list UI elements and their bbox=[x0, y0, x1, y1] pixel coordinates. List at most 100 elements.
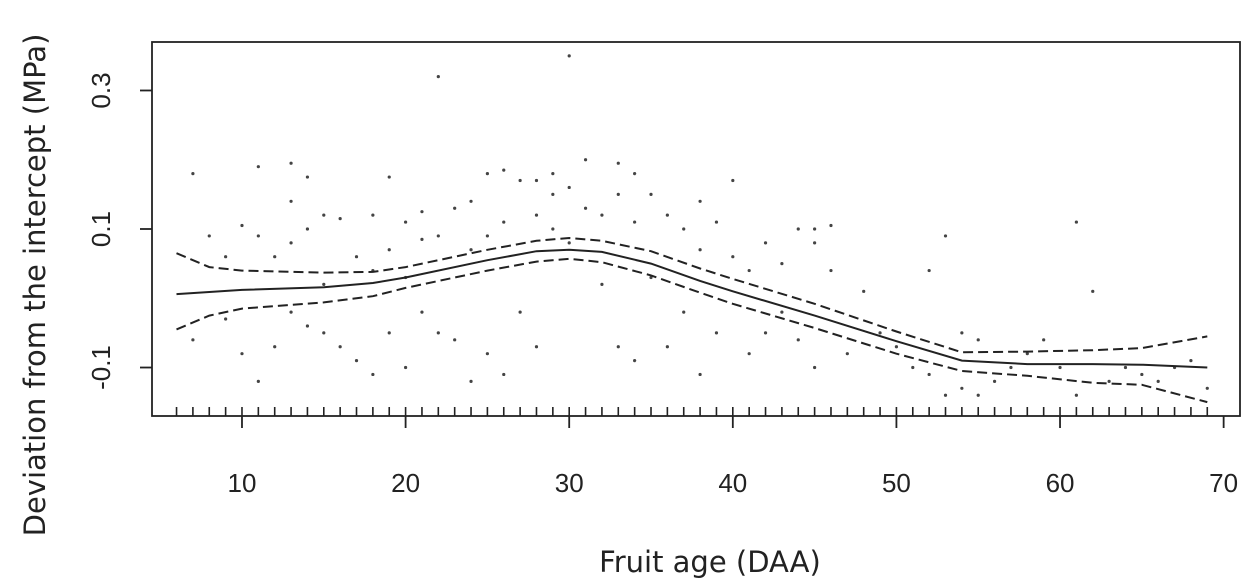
data-point bbox=[813, 241, 817, 245]
data-point bbox=[224, 317, 228, 321]
data-point bbox=[583, 158, 588, 162]
y-axis-title: Deviation from the intercept (MPa) bbox=[18, 34, 52, 537]
data-point bbox=[403, 365, 408, 370]
data-point bbox=[371, 213, 375, 217]
smooth-lines bbox=[176, 236, 1208, 404]
data-point bbox=[1123, 365, 1128, 370]
data-point bbox=[256, 379, 260, 383]
data-point bbox=[485, 352, 489, 356]
scatter-points bbox=[191, 54, 1209, 397]
y-tick-label: 0.3 bbox=[86, 72, 116, 108]
data-point bbox=[387, 248, 391, 252]
data-point bbox=[960, 331, 964, 335]
data-point bbox=[911, 365, 915, 370]
confidence-band-line bbox=[176, 236, 1208, 354]
y-tick-label: -0.1 bbox=[86, 345, 116, 390]
data-point bbox=[616, 161, 620, 165]
data-point bbox=[682, 227, 686, 231]
data-point bbox=[1205, 386, 1209, 390]
data-point bbox=[191, 338, 195, 342]
data-point bbox=[1156, 379, 1160, 383]
data-point bbox=[992, 379, 997, 383]
data-point bbox=[436, 331, 440, 335]
data-point bbox=[551, 227, 555, 231]
data-point bbox=[387, 331, 391, 335]
y-axis: -0.1 0.1 0.3 bbox=[86, 72, 152, 390]
data-point bbox=[731, 255, 735, 259]
data-point bbox=[829, 223, 833, 228]
data-point bbox=[485, 171, 489, 176]
data-point bbox=[943, 393, 948, 397]
x-tick-label: 40 bbox=[718, 468, 747, 498]
data-point bbox=[338, 217, 342, 221]
data-point bbox=[633, 358, 637, 363]
data-point bbox=[731, 178, 735, 183]
data-point bbox=[453, 206, 457, 210]
data-point bbox=[600, 213, 604, 217]
data-point bbox=[1074, 393, 1078, 397]
data-point bbox=[665, 345, 669, 349]
data-point bbox=[583, 206, 588, 210]
data-point bbox=[616, 345, 620, 349]
data-point bbox=[616, 192, 620, 196]
data-point bbox=[927, 268, 931, 273]
data-point bbox=[862, 289, 866, 293]
data-point bbox=[273, 345, 277, 349]
data-point bbox=[420, 310, 424, 314]
data-point bbox=[633, 220, 637, 224]
data-point bbox=[665, 213, 669, 217]
data-point bbox=[763, 331, 768, 335]
data-point bbox=[305, 227, 310, 231]
data-point bbox=[1107, 379, 1111, 383]
data-point bbox=[1091, 289, 1095, 293]
data-point bbox=[518, 310, 522, 314]
x-tick-label: 20 bbox=[391, 468, 420, 498]
data-point bbox=[845, 352, 849, 356]
data-point bbox=[469, 248, 473, 252]
data-point bbox=[1042, 338, 1046, 342]
data-point bbox=[387, 175, 391, 179]
data-point bbox=[551, 192, 555, 196]
data-point bbox=[420, 237, 424, 241]
data-point bbox=[534, 213, 539, 217]
data-point bbox=[224, 255, 228, 259]
data-point bbox=[747, 268, 751, 273]
data-point bbox=[567, 241, 571, 245]
data-point bbox=[763, 241, 768, 245]
data-point bbox=[469, 199, 473, 203]
plot-frame bbox=[151, 41, 1241, 417]
data-point bbox=[354, 358, 359, 363]
data-point bbox=[829, 268, 833, 273]
data-point bbox=[502, 168, 506, 172]
data-point bbox=[780, 310, 784, 314]
data-point bbox=[289, 310, 293, 314]
data-point bbox=[289, 241, 293, 245]
data-point bbox=[322, 282, 326, 287]
data-point bbox=[1058, 365, 1062, 370]
fit-line bbox=[176, 248, 1208, 369]
x-axis: 10 20 30 40 50 60 70 bbox=[228, 416, 1238, 498]
data-point bbox=[714, 220, 719, 224]
x-tick-label: 50 bbox=[882, 468, 911, 498]
data-point bbox=[436, 75, 440, 79]
x-tick-label: 10 bbox=[228, 468, 257, 498]
data-point bbox=[698, 248, 702, 252]
data-point bbox=[633, 171, 637, 176]
data-point bbox=[813, 227, 817, 231]
data-point bbox=[894, 345, 899, 349]
data-point bbox=[256, 165, 260, 169]
data-point bbox=[796, 227, 800, 231]
data-point bbox=[322, 331, 326, 335]
data-point bbox=[354, 255, 359, 259]
data-point bbox=[927, 372, 931, 377]
data-point bbox=[371, 372, 375, 377]
data-point bbox=[796, 338, 800, 342]
data-point bbox=[567, 185, 571, 190]
data-point bbox=[518, 178, 522, 183]
data-point bbox=[1140, 372, 1144, 377]
data-point bbox=[1074, 220, 1078, 224]
data-point bbox=[240, 352, 244, 356]
data-point bbox=[485, 234, 489, 238]
data-point bbox=[1025, 352, 1029, 356]
